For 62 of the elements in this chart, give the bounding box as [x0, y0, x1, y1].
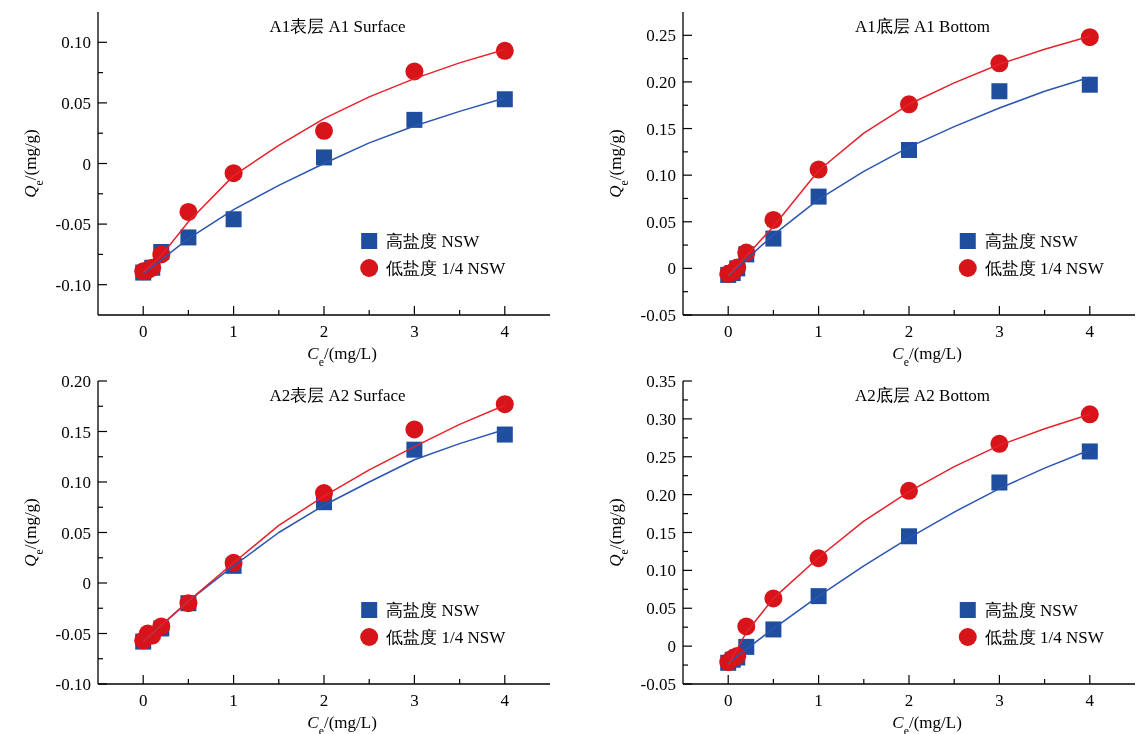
y-tick-label: 0.25	[646, 447, 676, 467]
chart-title: A2底层 A2 Bottom	[855, 386, 991, 405]
legend-label: 高盐度 NSW	[386, 232, 481, 251]
x-tick-label: 0	[138, 322, 148, 341]
x-tick-label: 0	[723, 322, 733, 341]
legend-label: 高盐度 NSW	[984, 601, 1079, 620]
x-tick-label: 1	[229, 691, 238, 710]
x-tick-label: 3	[995, 691, 1004, 710]
legend-label: 低盐度 1/4 NSW	[984, 259, 1105, 278]
x-tick-label: 1	[814, 691, 823, 710]
y-tick-label: 0	[667, 259, 676, 279]
y-tick-label: -0.05	[55, 624, 91, 644]
y-tick-label: 0.20	[646, 72, 676, 92]
chart-title: A1底层 A1 Bottom	[855, 17, 991, 36]
x-tick-label: 4	[1085, 691, 1095, 710]
y-tick-label: 0.10	[646, 166, 676, 186]
x-tick-label: 1	[229, 322, 238, 341]
y-tick-label: 0.05	[61, 93, 91, 113]
y-tick-label: 0.10	[646, 561, 676, 581]
y-tick-label: 0.15	[646, 119, 676, 139]
legend-label: 高盐度 NSW	[984, 232, 1079, 251]
x-tick-label: 0	[138, 691, 148, 710]
y-tick-label: 0.05	[646, 599, 676, 619]
y-tick-label: 0.25	[646, 26, 676, 46]
x-tick-label: 1	[814, 322, 823, 341]
legend-label: 低盐度 1/4 NSW	[984, 628, 1105, 647]
y-tick-label: 0.15	[61, 422, 91, 442]
x-tick-label: 3	[410, 691, 419, 710]
x-tick-label: 2	[319, 322, 329, 341]
x-tick-label: 3	[995, 322, 1004, 341]
y-tick-label: 0.05	[646, 212, 676, 232]
x-tick-label: 4	[500, 691, 510, 710]
y-tick-label: 0	[667, 637, 676, 657]
x-tick-label: 2	[319, 691, 329, 710]
y-tick-label: 0.30	[646, 409, 676, 429]
x-tick-label: 2	[904, 322, 914, 341]
x-axis-title: C$_{e}$/(mg/L)	[892, 344, 962, 369]
y-tick-label: -0.05	[640, 306, 676, 325]
x-tick-label: 0	[723, 691, 733, 710]
y-tick-label: -0.10	[55, 675, 91, 694]
y-tick-label: 0.20	[646, 485, 676, 505]
legend-label: 低盐度 1/4 NSW	[386, 259, 507, 278]
y-tick-label: 0	[82, 574, 91, 593]
x-axis-title: C$_{e}$/(mg/L)	[307, 344, 377, 369]
y-tick-label: 0.15	[646, 523, 676, 543]
x-tick-label: 2	[904, 691, 914, 710]
y-tick-label: 0.05	[61, 523, 91, 543]
y-tick-label: 0.20	[61, 372, 91, 391]
y-tick-label: -0.05	[640, 675, 676, 694]
x-tick-label: 4	[1085, 322, 1095, 341]
legend-label: 高盐度 NSW	[386, 601, 481, 620]
y-tick-label: 0.10	[61, 473, 91, 492]
legend-label: 低盐度 1/4 NSW	[386, 628, 507, 647]
y-tick-label: 0	[82, 154, 91, 174]
y-tick-label: -0.10	[55, 275, 91, 295]
x-tick-label: 3	[410, 322, 419, 341]
y-tick-label: 0.10	[61, 33, 91, 53]
chart-title: A1表层 A1 Surface	[269, 17, 406, 36]
y-tick-label: 0.35	[646, 372, 676, 391]
y-tick-label: -0.05	[55, 215, 91, 235]
x-tick-label: 4	[500, 322, 510, 341]
chart-title: A2表层 A2 Surface	[269, 386, 406, 405]
